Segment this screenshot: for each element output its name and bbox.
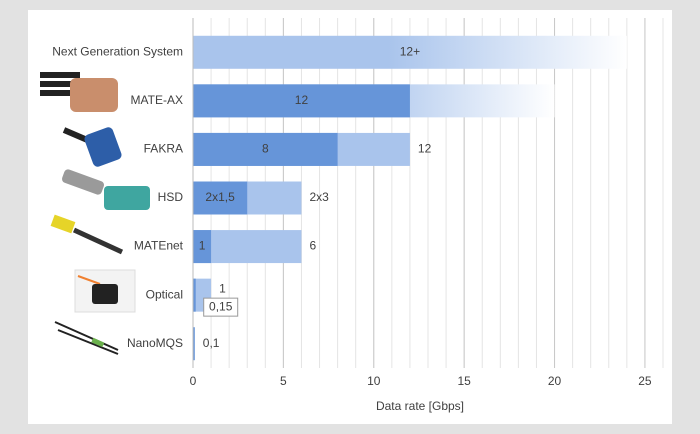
x-tick-label: 15 xyxy=(457,374,471,388)
category-label: FAKRA xyxy=(144,142,183,156)
value-label: 2x1,5 xyxy=(205,190,235,204)
value-label: 6 xyxy=(309,239,316,253)
category-label: Optical xyxy=(146,287,183,301)
category-label: Next Generation System xyxy=(52,44,183,58)
bar xyxy=(193,230,212,264)
value-label: 8 xyxy=(262,142,269,156)
nanomqs-icon xyxy=(54,321,119,355)
x-tick-label: 25 xyxy=(638,374,652,388)
optical-icon xyxy=(74,269,136,313)
value-label: 0,15 xyxy=(209,299,233,313)
value-label: 2x3 xyxy=(309,190,329,204)
bar xyxy=(193,327,195,361)
label-box xyxy=(203,297,239,317)
plot: 0 5 10 15 20 25 Next Generation System MATE-AX 1… xyxy=(52,18,664,388)
x-tick-label: 5 xyxy=(280,374,287,388)
matenet-icon xyxy=(50,214,124,255)
annotation: 12+ xyxy=(400,44,420,58)
category-label: MATE-AX xyxy=(131,93,183,107)
bar xyxy=(193,84,410,118)
value-label: 1 xyxy=(219,281,226,295)
hsd-icon xyxy=(61,169,150,210)
x-tick-label: 20 xyxy=(548,374,562,388)
connector-icons xyxy=(40,72,150,355)
bar xyxy=(193,132,338,166)
value-label: 1 xyxy=(199,239,206,253)
bar xyxy=(193,35,627,69)
fakra-icon xyxy=(62,127,122,167)
panel xyxy=(28,10,672,424)
category-label: HSD xyxy=(158,190,184,204)
bar xyxy=(193,278,196,312)
mate-ax-icon xyxy=(40,72,118,112)
category-label: MATEnet xyxy=(134,239,184,253)
value-label: 12 xyxy=(295,93,309,107)
value-label: 12 xyxy=(418,142,432,156)
bar xyxy=(193,181,248,215)
value-label: 0,1 xyxy=(203,336,220,350)
x-tick-label: 10 xyxy=(367,374,381,388)
x-tick-label: 0 xyxy=(190,374,197,388)
category-label: NanoMQS xyxy=(127,336,183,350)
x-axis-title: Data rate [Gbps] xyxy=(376,399,464,413)
